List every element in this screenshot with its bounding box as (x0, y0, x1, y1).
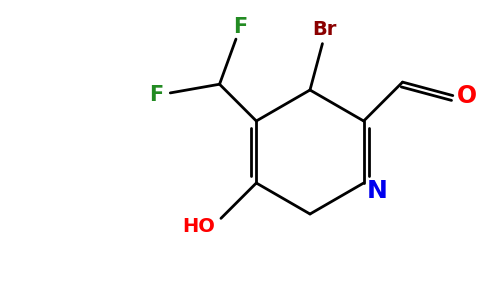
Text: F: F (233, 17, 247, 37)
Text: N: N (366, 179, 387, 203)
Text: O: O (457, 84, 477, 108)
Text: HO: HO (182, 217, 215, 236)
Text: F: F (149, 85, 164, 105)
Text: Br: Br (312, 20, 336, 39)
